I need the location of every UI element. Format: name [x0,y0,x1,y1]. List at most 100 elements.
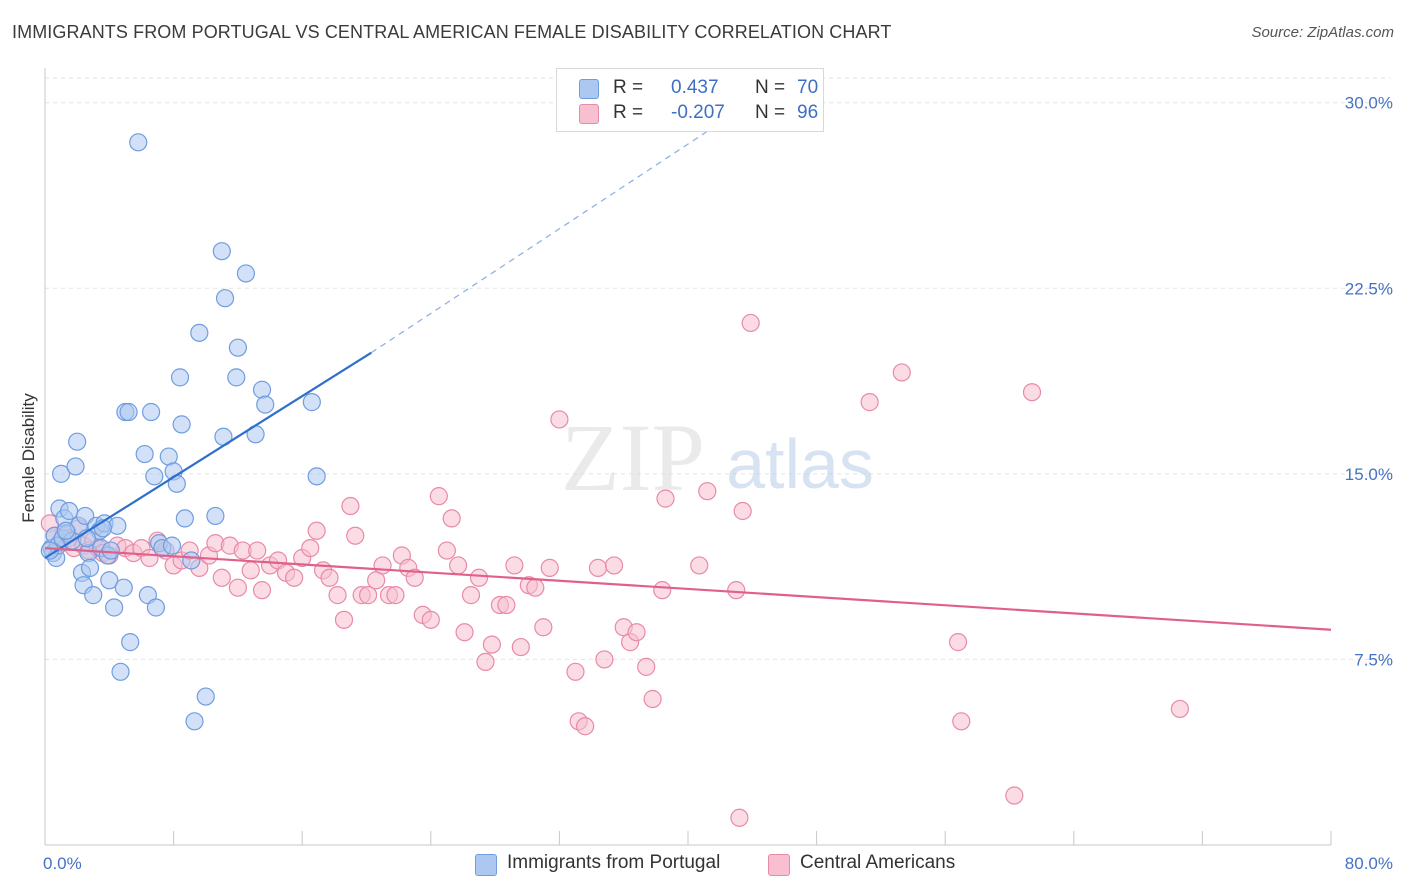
portugal-point [206,506,225,526]
portugal-point [236,264,256,283]
series-central-americans-points [40,313,1189,827]
portugal-point [51,464,71,483]
y-tick-label: 7.5% [1354,650,1393,669]
central-americans-point [497,595,516,615]
central-americans-point [461,586,481,605]
x-tick-label: 80.0% [1345,854,1393,873]
central-americans-point [1005,786,1024,805]
central-americans-point [526,578,545,597]
portugal-point [185,712,204,731]
portugal-trend-line [44,351,372,559]
central-americans-point [373,556,392,575]
portugal-point [101,541,121,560]
legend-r-label: R = [613,77,644,98]
central-americans-point [892,363,911,382]
portugal-point [145,467,164,486]
central-americans-point [727,581,746,600]
y-axis-title: Female Disability [19,393,38,523]
portugal-point [135,444,154,464]
watermark-zip: ZIP [561,404,705,511]
portugal-point [56,521,75,540]
central-americans-point [252,581,272,600]
central-americans-point [656,489,675,508]
portugal-point [60,501,79,521]
legend-r-value: 0.437 [671,77,719,98]
portugal-point [228,338,247,357]
central-americans-point [405,568,424,587]
portugal-point [307,467,326,486]
central-americans-point [1022,383,1042,402]
portugal-point [121,633,140,652]
central-americans-point [476,652,495,672]
central-americans-point [576,717,595,736]
legend-n-value: 70 [797,77,819,98]
central-americans-point [534,618,553,637]
legend-r-label: R = [613,102,644,123]
central-americans-point [698,482,717,501]
portugal-point [170,368,190,387]
central-americans-point [482,635,501,654]
legend-r-value: -0.207 [671,102,725,123]
portugal-point [162,536,182,555]
central-americans-point [860,393,879,412]
legend-n-label: N = [755,77,786,98]
central-americans-point [627,623,646,642]
central-americans-point [469,568,489,587]
central-americans-point [455,623,474,642]
central-americans-point [334,610,354,629]
stats-legend: R = 0.437 N = 70 R = -0.207 N = 96 [556,68,824,132]
legend-n-value: 96 [797,102,819,123]
central-americans-point [228,578,247,597]
central-americans-point [212,568,231,587]
central-americans-point [690,556,709,575]
central-americans-point [341,496,360,516]
central-americans-point [637,657,656,676]
central-americans-point [952,712,971,731]
central-americans-point [730,808,749,827]
portugal-point [80,558,100,577]
portugal-point [66,457,85,476]
central-americans-point [505,556,524,575]
central-americans-point [511,637,530,657]
central-americans-point [595,650,614,669]
portugal-point [100,571,119,590]
chart-title: IMMIGRANTS FROM PORTUGAL VS CENTRAL AMER… [12,22,892,42]
central-americans-point [550,410,569,429]
portugal-point [302,393,321,412]
central-americans-point [948,633,968,652]
central-americans-point [285,568,304,587]
central-americans-point [643,689,662,709]
trend-lines [44,117,1332,631]
central-americans-point [540,558,559,577]
bottom-legend-label: Central Americans [800,852,956,873]
central-americans-point [437,541,456,560]
central-americans-point [346,526,365,545]
portugal-point [175,509,194,528]
central-americans-point [442,509,461,528]
tick-labels: 7.5% 15.0% 22.5% 30.0% 0.0% 80.0% [43,94,1393,873]
central-americans-point [320,568,339,587]
central-americans-point [359,586,378,605]
portugal-point [182,551,201,570]
central-americans-point [733,501,752,521]
central-americans-point [429,487,448,506]
central-americans-point [307,521,326,540]
bottom-legend-swatch-portugal [475,854,497,876]
x-tick-label: 0.0% [43,854,82,873]
portugal-point [105,598,124,617]
portugal-point [212,242,231,261]
portugal-point [172,415,191,434]
portugal-point [227,368,246,387]
legend-n-label: N = [755,102,786,123]
portugal-trend-extension [370,117,729,354]
central-americans-point [741,313,760,333]
source-label: Source: ZipAtlas.com [1251,24,1394,41]
central-americans-point [301,538,320,558]
watermark-atlas: atlas [726,425,874,503]
central-americans-point [588,558,608,577]
central-americans-trend-line [44,546,1332,631]
central-americans-point [604,556,624,575]
portugal-point [111,662,130,681]
central-americans-point [421,610,440,629]
